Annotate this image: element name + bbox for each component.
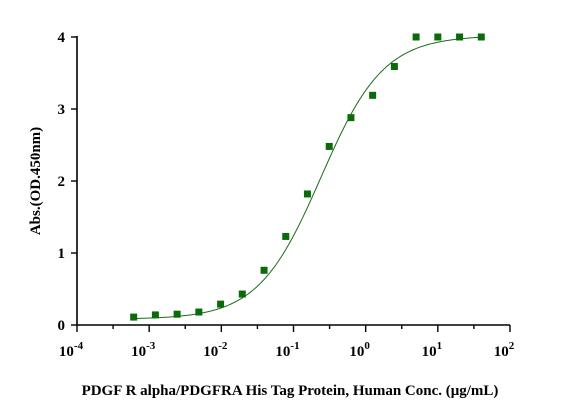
fit-curve bbox=[133, 36, 482, 320]
data-point bbox=[260, 266, 268, 274]
data-point bbox=[151, 311, 159, 319]
x-tick-base: 10 bbox=[203, 344, 218, 360]
data-point bbox=[303, 190, 311, 198]
x-tick-exponent: -1 bbox=[290, 340, 299, 352]
data-point bbox=[325, 142, 333, 150]
y-tick-label: 1 bbox=[58, 246, 66, 262]
x-tick-exponent: 2 bbox=[509, 340, 515, 352]
data-point bbox=[369, 91, 377, 99]
data-point bbox=[217, 300, 225, 308]
data-point bbox=[390, 63, 398, 71]
x-tick-exponent: -3 bbox=[146, 340, 156, 352]
y-tick-label: 2 bbox=[58, 174, 66, 190]
x-tick-exponent: -4 bbox=[74, 340, 84, 352]
data-point bbox=[130, 313, 138, 321]
data-point bbox=[238, 290, 246, 298]
x-tick-base: 10 bbox=[275, 344, 290, 360]
x-tick-exponent: 0 bbox=[364, 340, 370, 352]
x-axis-ticks: 10-4 10-3 10-2 10-1 100 101 102 bbox=[59, 325, 515, 360]
x-tick-label: 100 bbox=[349, 340, 370, 360]
data-point bbox=[456, 33, 464, 41]
x-tick-label: 10-1 bbox=[275, 340, 299, 360]
data-point bbox=[195, 308, 203, 316]
data-point bbox=[477, 33, 485, 41]
y-tick-label: 4 bbox=[58, 30, 66, 46]
x-tick-base: 10 bbox=[422, 344, 437, 360]
x-axis-title: PDGF R alpha/PDGFRA His Tag Protein, Hum… bbox=[82, 383, 499, 399]
y-axis-ticks: 0 1 2 3 4 bbox=[58, 30, 77, 334]
y-tick-label: 0 bbox=[58, 318, 66, 334]
x-tick-label: 10-3 bbox=[131, 340, 156, 360]
y-axis-title: Abs.(OD.450nm) bbox=[28, 127, 44, 235]
axes bbox=[76, 36, 510, 326]
data-point bbox=[412, 33, 420, 41]
data-point bbox=[282, 232, 290, 240]
x-tick-label: 10-2 bbox=[203, 340, 228, 360]
y-tick-label: 3 bbox=[58, 102, 66, 118]
data-point bbox=[347, 114, 355, 122]
x-tick-exponent: -2 bbox=[218, 340, 228, 352]
x-tick-base: 10 bbox=[131, 344, 146, 360]
x-tick-base: 10 bbox=[349, 344, 364, 360]
data-points bbox=[130, 33, 485, 321]
data-point bbox=[434, 33, 442, 41]
x-tick-base: 10 bbox=[59, 344, 74, 360]
x-tick-exponent: 1 bbox=[437, 340, 443, 352]
data-point bbox=[173, 310, 181, 318]
x-tick-label: 102 bbox=[494, 340, 515, 360]
x-tick-label: 10-4 bbox=[59, 340, 84, 360]
x-tick-base: 10 bbox=[494, 344, 509, 360]
x-tick-label: 101 bbox=[422, 340, 443, 360]
